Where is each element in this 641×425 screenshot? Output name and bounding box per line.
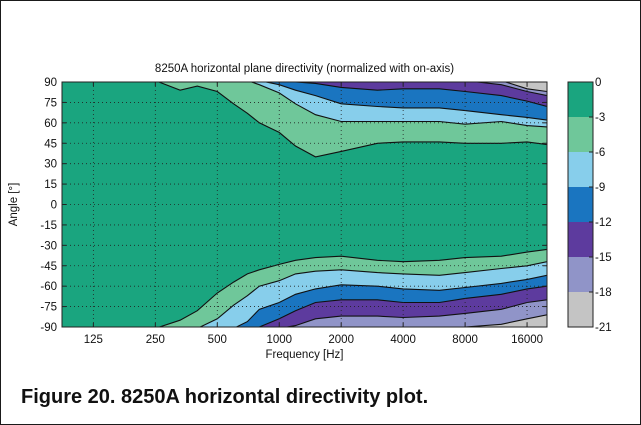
- y-tick-label: -15: [40, 220, 57, 232]
- colorbar-swatch: [568, 292, 593, 327]
- y-tick-label: 75: [44, 97, 57, 109]
- y-axis: 90 75 60 45 30 15 0 -15 -30 -45 -60 -75 -90: [40, 77, 547, 334]
- y-tick-label: 60: [44, 118, 57, 130]
- colorbar-swatch: [568, 152, 593, 187]
- x-tick-label: 250: [146, 334, 165, 346]
- x-tick-label: 125: [84, 334, 103, 346]
- colorbar-swatch: [568, 117, 593, 152]
- x-tick-label: 1000: [266, 334, 292, 346]
- y-tick-label: 0: [51, 200, 57, 212]
- contour-line-lower-minus12db: [254, 285, 547, 327]
- x-tick-label: 8000: [452, 334, 478, 346]
- colorbar-tick-label: 0: [595, 77, 601, 89]
- colorbar-swatch: [568, 187, 593, 222]
- contour-line-upper-minus12db: [289, 82, 547, 108]
- y-tick-label: 90: [44, 77, 57, 89]
- colorbar-swatch: [568, 222, 593, 257]
- colorbar-swatch: [568, 257, 593, 292]
- x-tick-label: 2000: [328, 334, 354, 346]
- colorbar-swatch: [568, 82, 593, 117]
- contour-region-upper-minus18db: [505, 82, 547, 92]
- contour-line-upper-minus6db: [249, 82, 547, 128]
- y-tick-label: 45: [44, 138, 57, 150]
- grid-lines: [62, 82, 547, 327]
- colorbar: 0 -3 -6 -9 -12 -15 -18 -21: [567, 77, 612, 334]
- colorbar-tick-label: -21: [595, 322, 612, 334]
- contour-region-upper-minus12db: [295, 82, 547, 107]
- colorbar-tick-label: -9: [595, 182, 605, 194]
- x-tick-label: 500: [208, 334, 227, 346]
- colorbar-tick-label: -18: [595, 287, 612, 299]
- y-tick-label: 15: [44, 179, 57, 191]
- y-tick-label: -60: [40, 281, 57, 293]
- contour-region-lower-minus15db: [287, 299, 547, 327]
- colorbar-border: [567, 81, 594, 328]
- chart-title: 8250A horizontal plane directivity (norm…: [155, 63, 454, 75]
- figure-caption: Figure 20. 8250A horizontal directivity …: [21, 386, 429, 408]
- y-tick-label: -75: [40, 302, 57, 314]
- x-axis-label: Frequency [Hz]: [266, 349, 344, 361]
- colorbar-tick-label: -15: [595, 252, 612, 264]
- contour-line-lower-minus15db: [284, 299, 547, 327]
- y-tick-label: -45: [40, 261, 57, 273]
- colorbar-tick-label: -6: [595, 147, 605, 159]
- y-axis-label: Angle [°]: [8, 183, 20, 227]
- colorbar-tick-label: -12: [595, 217, 612, 229]
- directivity-chart: 8250A horizontal plane directivity (norm…: [8, 63, 612, 361]
- x-tick-label: 4000: [390, 334, 416, 346]
- y-tick-label: -90: [40, 322, 57, 334]
- x-axis: 125 250 500 1000 2000 4000 8000 16000: [84, 82, 543, 346]
- contour-region-lower-minus18db: [465, 314, 547, 327]
- contour-line-upper-minus3db: [157, 82, 547, 158]
- contour-line-lower-minus6db: [198, 261, 547, 327]
- colorbar-tick-label: -3: [595, 112, 605, 124]
- contour-line-lower-minus9db: [235, 274, 547, 327]
- y-tick-label: 30: [44, 159, 57, 171]
- y-tick-label: -30: [40, 240, 57, 252]
- contour-line-lower-minus3db: [157, 248, 547, 327]
- contour-line-upper-minus9db: [263, 82, 547, 121]
- contour-lines: [157, 82, 547, 327]
- x-tick-label: 16000: [511, 334, 543, 346]
